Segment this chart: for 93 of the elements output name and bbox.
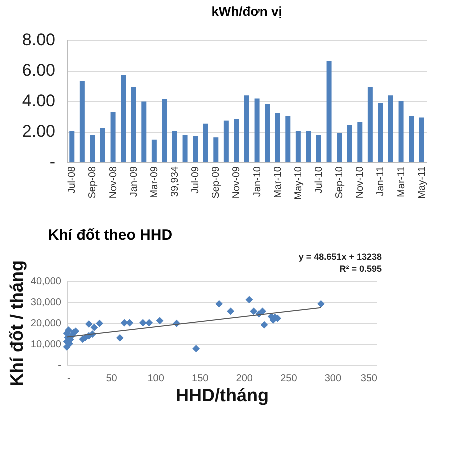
bar bbox=[214, 138, 219, 162]
bar bbox=[162, 99, 168, 162]
x-tick-label: - bbox=[68, 374, 71, 384]
bar bbox=[142, 102, 147, 162]
x-tick-label: 100 bbox=[148, 374, 165, 384]
x-tick-label: 350 bbox=[360, 374, 378, 384]
bar bbox=[172, 132, 178, 162]
bar bbox=[152, 140, 157, 162]
point bbox=[139, 319, 147, 327]
point bbox=[90, 324, 98, 332]
bar bbox=[265, 104, 270, 162]
x-tick-label: May-10 bbox=[293, 166, 304, 200]
bar bbox=[306, 132, 312, 162]
y-tick-label: 8.00 bbox=[22, 30, 56, 50]
bar bbox=[224, 120, 229, 162]
y-tick-label: - bbox=[58, 360, 62, 372]
x-tick-label: Nov-09 bbox=[232, 166, 243, 199]
x-tick-label: Jan-11 bbox=[376, 166, 387, 196]
x-tick-label: Mar-11 bbox=[396, 166, 408, 198]
bar bbox=[419, 118, 424, 162]
bar bbox=[337, 133, 342, 162]
point bbox=[246, 296, 254, 304]
x-tick-label: 250 bbox=[280, 374, 298, 384]
x-tick-label: Nov-10 bbox=[355, 166, 366, 199]
x-tick-label: Mar-09 bbox=[149, 166, 160, 198]
point bbox=[146, 319, 154, 327]
bar bbox=[244, 96, 250, 162]
x-tick-label: 300 bbox=[324, 374, 342, 384]
y-tick-label: 6.00 bbox=[22, 61, 56, 80]
y-tick-label: 4.00 bbox=[22, 92, 56, 110]
bar bbox=[131, 87, 136, 162]
x-tick-label: May-11 bbox=[416, 166, 428, 200]
bar bbox=[316, 135, 322, 162]
x-axis-title: HHD/tháng bbox=[176, 386, 269, 406]
bar bbox=[388, 96, 394, 162]
point bbox=[126, 319, 134, 327]
x-tick-label: Jan-10 bbox=[252, 166, 264, 198]
point bbox=[85, 320, 93, 328]
text: y = 48.651x + 13238 bbox=[298, 252, 382, 262]
bar bbox=[193, 136, 198, 162]
x-tick-label: Jan-09 bbox=[128, 166, 140, 198]
bar bbox=[326, 61, 332, 162]
bar bbox=[234, 119, 240, 162]
bar bbox=[80, 81, 85, 162]
bar bbox=[100, 128, 106, 162]
bar bbox=[203, 124, 208, 162]
point bbox=[216, 300, 224, 308]
point bbox=[250, 308, 258, 316]
bar bbox=[286, 116, 291, 162]
chart-title: kWh/đơn vị bbox=[212, 4, 282, 19]
bar bbox=[368, 87, 373, 162]
y-tick-label: 40,000 bbox=[30, 276, 62, 288]
x-tick-label: 200 bbox=[236, 374, 254, 384]
point bbox=[227, 308, 235, 316]
point bbox=[96, 320, 104, 328]
bar bbox=[296, 132, 301, 162]
bar bbox=[347, 125, 352, 162]
bar bbox=[358, 122, 363, 162]
bar bbox=[409, 116, 414, 162]
y-tick-label: - bbox=[50, 152, 56, 172]
y-tick-label: 2.00 bbox=[22, 122, 56, 141]
x-tick-label: Mar-10 bbox=[272, 166, 284, 198]
x-tick-label: 39,934 bbox=[170, 166, 181, 198]
x-tick-label: Sep-09 bbox=[211, 166, 222, 199]
x-tick-label: Jul-10 bbox=[314, 166, 325, 194]
point bbox=[192, 345, 200, 353]
y-tick-label: 10,000 bbox=[30, 340, 62, 350]
point bbox=[156, 317, 164, 325]
point bbox=[317, 300, 325, 308]
bar bbox=[275, 113, 280, 162]
x-tick-label: Sep-08 bbox=[88, 166, 99, 199]
chart-title: Khí đốt theo HHD bbox=[48, 227, 173, 244]
x-tick-label: Jul-08 bbox=[67, 166, 78, 194]
bar bbox=[378, 103, 384, 162]
bar bbox=[121, 75, 126, 162]
x-tick-label: Nov-08 bbox=[108, 166, 120, 199]
point bbox=[260, 321, 268, 329]
x-tick-label: Sep-10 bbox=[334, 166, 346, 199]
bar bbox=[90, 135, 96, 162]
text: R² = 0.595 bbox=[340, 264, 382, 274]
x-tick-label: 50 bbox=[106, 374, 118, 384]
bar bbox=[110, 112, 116, 162]
x-tick-label: 150 bbox=[192, 374, 210, 384]
bar bbox=[398, 101, 404, 162]
x-tick-label: Jul-09 bbox=[190, 166, 202, 194]
bar bbox=[254, 98, 260, 162]
bar bbox=[182, 135, 188, 162]
point bbox=[116, 334, 124, 342]
point bbox=[259, 308, 266, 316]
bar bbox=[70, 132, 75, 162]
y-tick-label: 20,000 bbox=[30, 318, 62, 330]
y-axis-title: Khí đốt / tháng bbox=[6, 260, 27, 386]
y-tick-label: 30,000 bbox=[30, 298, 62, 308]
